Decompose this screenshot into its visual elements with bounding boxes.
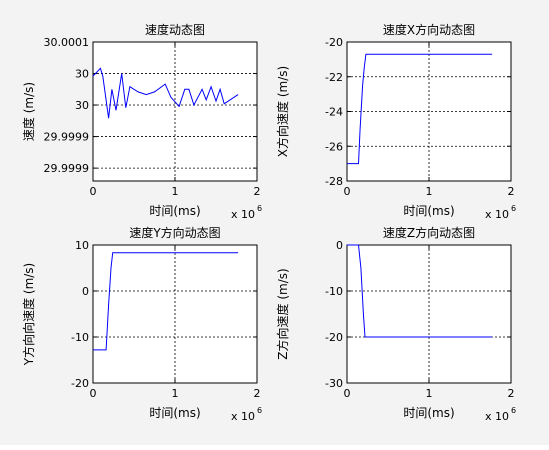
x-tick-label: 2 xyxy=(508,185,515,198)
y-tick-label: -30 xyxy=(325,377,343,390)
y-tick-label: -10 xyxy=(325,285,343,298)
y-axis-label: X方向速度 (m/s) xyxy=(275,66,290,157)
y-tick-label: 0 xyxy=(82,285,89,298)
x-tick-label: 1 xyxy=(426,185,433,198)
y-tick-label: -10 xyxy=(71,331,89,344)
series-line-1 xyxy=(92,67,239,119)
series-line-1 xyxy=(347,53,493,165)
x-axis-label: 时间(ms) xyxy=(149,406,200,420)
x-tick-label: 0 xyxy=(90,387,97,400)
x-tick-label: 2 xyxy=(254,185,261,198)
x-axis-label: 时间(ms) xyxy=(403,204,454,218)
x-axis-multiplier-exponent: 6 xyxy=(257,406,262,415)
series-line-1 xyxy=(93,252,239,351)
x-tick-label: 0 xyxy=(344,185,351,198)
x-axis-multiplier: x 10 xyxy=(485,208,509,221)
y-tick-label: -28 xyxy=(325,175,343,188)
x-axis-multiplier: x 10 xyxy=(231,410,255,423)
series-line-1 xyxy=(347,244,493,338)
x-tick-label: 1 xyxy=(426,387,433,400)
x-tick-label: 0 xyxy=(90,185,97,198)
x-axis-multiplier: x 10 xyxy=(485,410,509,423)
y-tick-label: 30 xyxy=(75,68,89,81)
y-tick-label: 10 xyxy=(75,239,89,252)
y-tick-label: -26 xyxy=(325,140,343,153)
y-tick-label: -20 xyxy=(325,36,343,49)
chart-title: 速度X方向动态图 xyxy=(383,22,475,37)
y-tick-label: 30.0001 xyxy=(44,36,90,49)
y-axis-label: 速度 (m/s) xyxy=(21,82,36,141)
x-tick-label: 1 xyxy=(172,387,179,400)
x-axis-multiplier-exponent: 6 xyxy=(511,406,516,415)
x-tick-label: 1 xyxy=(172,185,179,198)
x-axis-label: 时间(ms) xyxy=(149,204,200,218)
x-tick-label: 2 xyxy=(508,387,515,400)
y-tick-label: 30 xyxy=(75,99,89,112)
y-axis-label: Y方向向速度 (m/s) xyxy=(21,263,36,367)
y-tick-label: -22 xyxy=(325,71,343,84)
x-axis-label: 时间(ms) xyxy=(403,406,454,420)
x-tick-label: 0 xyxy=(344,387,351,400)
y-tick-label: 29.9999 xyxy=(44,131,90,144)
x-axis-multiplier-exponent: 6 xyxy=(511,204,516,213)
y-axis-label: Z方向速度 (m/s) xyxy=(275,268,290,359)
y-tick-label: -20 xyxy=(325,331,343,344)
chart-title: 速度动态图 xyxy=(145,22,205,37)
y-tick-label: 0 xyxy=(336,239,343,252)
chart-title: 速度Z方向动态图 xyxy=(383,225,475,240)
x-tick-label: 2 xyxy=(254,387,261,400)
y-tick-label: -24 xyxy=(325,106,343,119)
x-axis-multiplier: x 10 xyxy=(231,208,255,221)
x-axis-multiplier-exponent: 6 xyxy=(257,204,262,213)
y-tick-label: -20 xyxy=(71,377,89,390)
y-tick-label: 29.9999 xyxy=(44,162,90,175)
chart-title: 速度Y方向动态图 xyxy=(129,225,220,240)
